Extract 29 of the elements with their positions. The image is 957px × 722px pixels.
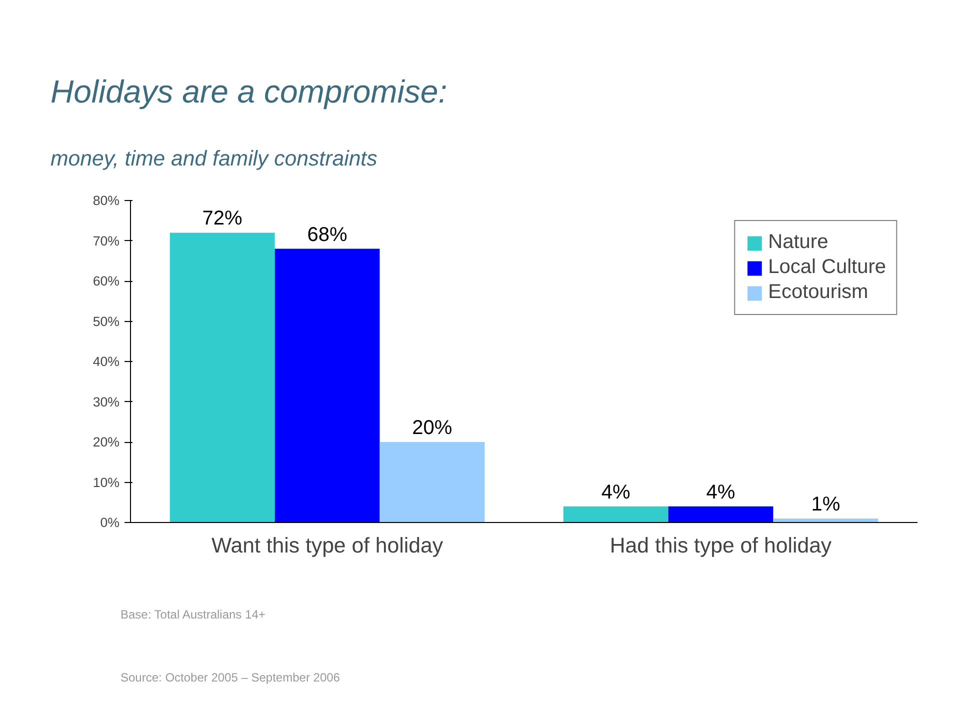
y-tick-label: 60% [92, 274, 120, 288]
legend-label: Nature [768, 231, 828, 254]
y-tick-label: 10% [92, 474, 120, 490]
data-label: 68% [307, 224, 348, 246]
y-tick-label: 50% [92, 314, 120, 329]
data-label: 1% [811, 493, 840, 516]
data-label: 4% [601, 481, 630, 504]
y-tick-label: 0% [100, 515, 120, 530]
data-label: 72% [202, 208, 243, 230]
y-tick-label: 70% [92, 233, 120, 248]
bar [170, 232, 275, 522]
bar [274, 248, 380, 522]
x-tick-label: Want this type of holiday [211, 534, 444, 558]
chart-subtitle: money, time and family constraints [50, 146, 378, 170]
y-tick-label: 80% [92, 193, 120, 208]
data-label: 20% [412, 417, 452, 439]
bar [380, 442, 485, 522]
legend-label: Ecotourism [768, 281, 868, 304]
y-tick-label: 30% [92, 394, 120, 410]
data-label: 4% [706, 481, 736, 504]
bar [668, 506, 774, 522]
chart-title: Holidays are a compromise: [50, 74, 448, 110]
text: Base: Total Australians 14+ [120, 608, 266, 622]
bar [563, 506, 668, 522]
source-note: Source: October 2005 – September 2006 [120, 670, 340, 684]
legend-label: Local Culture [768, 256, 886, 279]
y-tick-label: 40% [92, 354, 120, 369]
y-tick-label: 20% [92, 434, 120, 450]
x-tick-label: Had this type of holiday [610, 534, 832, 558]
